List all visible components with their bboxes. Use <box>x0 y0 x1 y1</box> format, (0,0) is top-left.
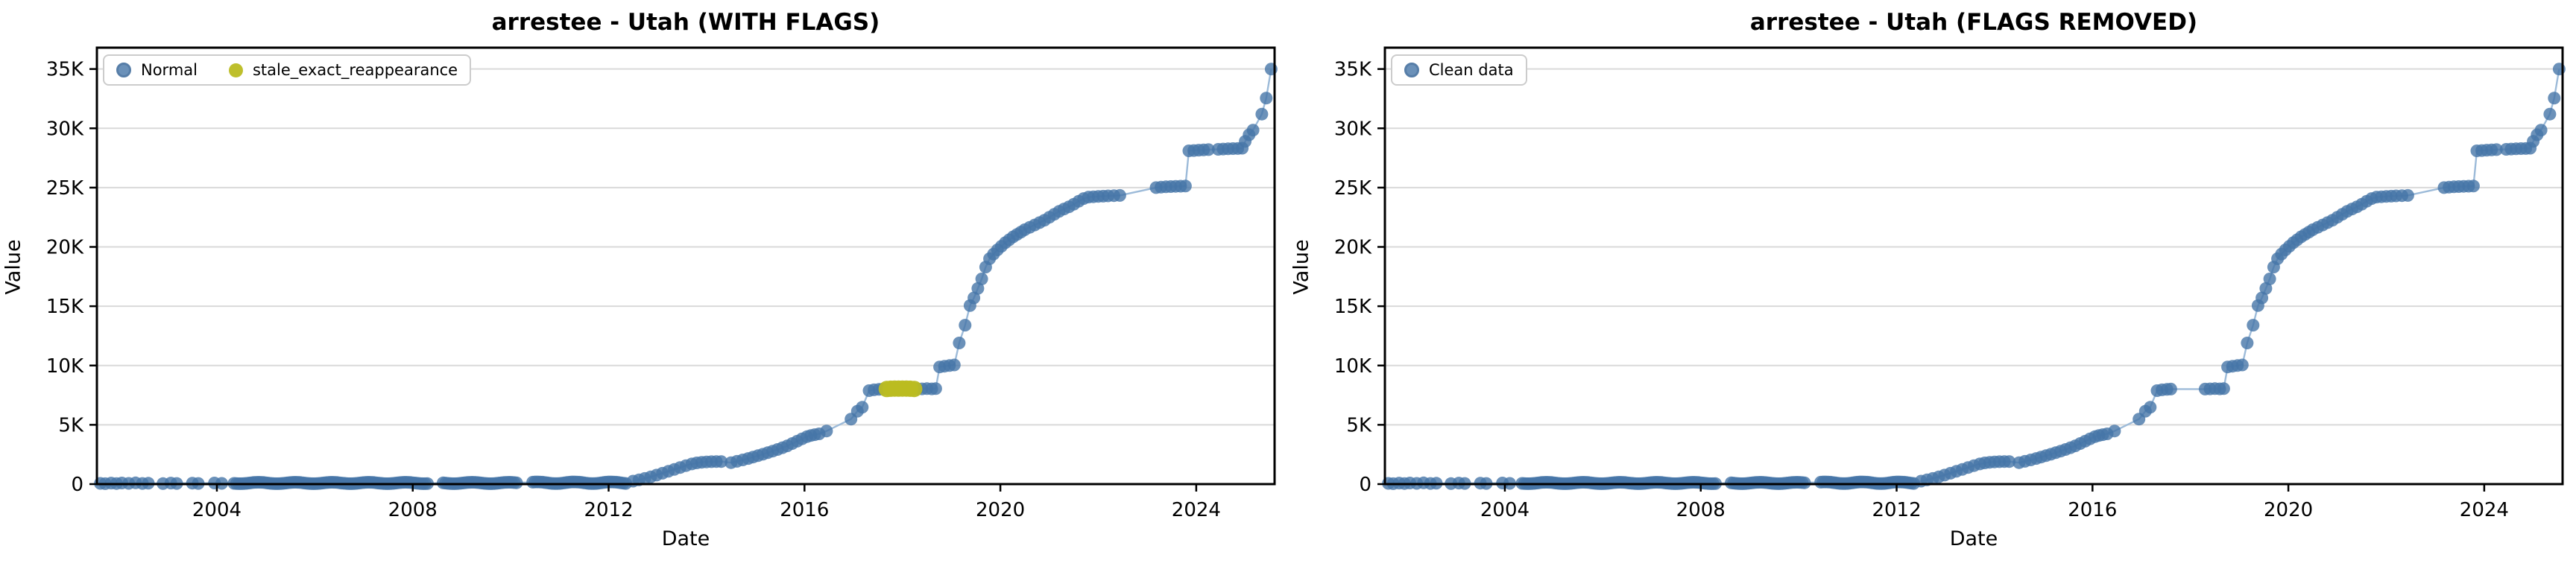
data-point <box>953 337 966 349</box>
data-point <box>2543 107 2557 121</box>
legend-item-flagged: stale_exact_reappearance <box>228 61 458 79</box>
data-point <box>967 291 981 305</box>
data-point <box>2490 143 2503 156</box>
data-point <box>1798 476 1811 489</box>
trend-line <box>100 69 1272 485</box>
y-tick-label: 10K <box>1334 355 1372 378</box>
y-tick-label: 35K <box>46 59 84 81</box>
x-tick-label: 2004 <box>1480 499 1530 521</box>
plot-area-with-flags: 2004 2008 2012 2016 2020 2024 0 5K 10K 15K 20K 25K 3… <box>46 46 1278 521</box>
y-axis-label: Value <box>1289 239 1313 295</box>
x-tick-label: 2020 <box>976 499 1025 521</box>
data-point <box>2255 291 2269 305</box>
y-tick-label: 10K <box>46 355 84 378</box>
y-axis-label: Value <box>1 239 25 295</box>
data-point <box>715 455 728 468</box>
x-tick-label: 2020 <box>2264 499 2313 521</box>
y-tick-label: 20K <box>46 237 84 259</box>
data-point <box>2259 282 2273 295</box>
data-point <box>2241 337 2254 349</box>
data-point <box>2466 179 2480 193</box>
data-point <box>2164 382 2177 395</box>
chart-flags-removed: 2004 2008 2012 2016 2020 2024 0 5K 10K 15K 20K 25K 3… <box>1288 0 2576 572</box>
y-tick-label: 0 <box>1359 474 1371 496</box>
x-tick-label: 2024 <box>2460 499 2509 521</box>
data-point <box>1178 179 1192 193</box>
data-point <box>856 401 869 414</box>
data-point <box>1202 143 1215 156</box>
x-tick-label: 2016 <box>780 499 829 521</box>
data-point <box>2144 401 2157 414</box>
chart-title-with-flags: arrestee - Utah (WITH FLAGS) <box>491 9 880 36</box>
y-tick-label: 0 <box>71 474 83 496</box>
normal-point-swatch-icon <box>116 63 131 77</box>
y-tick-label: 15K <box>1334 296 1372 318</box>
data-point <box>2548 92 2561 105</box>
data-point <box>2534 124 2548 137</box>
plot-spine <box>95 46 1276 486</box>
x-axis-label: Date <box>1949 527 1998 550</box>
data-point <box>510 476 523 489</box>
chart-with-flags: 2004 2008 2012 2016 2020 2024 0 5K 10K 15K 20K 25K 3… <box>1 9 1278 550</box>
x-tick-label: 2016 <box>2068 499 2117 521</box>
x-tick-label: 2008 <box>388 499 438 521</box>
legend-flags-removed: Clean data <box>1391 54 1527 86</box>
data-point <box>929 382 942 395</box>
y-tick-label: 35K <box>1334 59 1372 81</box>
legend-item-normal: Normal <box>116 61 198 79</box>
x-tick-label: 2008 <box>1676 499 1726 521</box>
flagged-point-swatch-icon <box>228 63 243 77</box>
data-point <box>1113 188 1126 202</box>
flagged-point <box>906 381 923 398</box>
x-tick-label: 2012 <box>584 499 633 521</box>
data-point <box>1246 124 1260 137</box>
y-tick-label: 30K <box>1334 118 1372 140</box>
plot-area-flags-removed: 2004 2008 2012 2016 2020 2024 0 5K 10K 15K 20K 25K 3… <box>1334 46 2566 521</box>
plot-spine <box>1383 46 2564 486</box>
data-point <box>2217 382 2230 395</box>
trend-line <box>1388 69 2560 485</box>
x-tick-label: 2024 <box>1172 499 1221 521</box>
data-point <box>947 358 961 372</box>
data-point <box>1255 107 1269 121</box>
legend-label-flagged: stale_exact_reappearance <box>252 61 458 79</box>
y-tick-label: 5K <box>58 414 84 436</box>
data-point <box>2263 273 2276 285</box>
data-point <box>820 425 833 438</box>
legend-item-clean: Clean data <box>1404 61 1514 79</box>
data-point <box>1260 92 1273 105</box>
legend-label-normal: Normal <box>141 61 198 79</box>
data-point <box>2108 425 2121 438</box>
data-point <box>2247 319 2260 332</box>
chart-title-flags-removed: arrestee - Utah (FLAGS REMOVED) <box>1749 9 2198 36</box>
y-tick-label: 20K <box>1334 237 1372 259</box>
x-tick-label: 2012 <box>1872 499 1921 521</box>
legend-label-clean: Clean data <box>1429 61 1514 79</box>
legend-with-flags: Normal stale_exact_reappearance <box>103 54 472 86</box>
data-point <box>975 273 988 285</box>
y-tick-label: 30K <box>46 118 84 140</box>
y-tick-label: 25K <box>46 177 84 200</box>
data-point <box>2003 455 2016 468</box>
x-tick-label: 2004 <box>192 499 242 521</box>
data-point <box>2235 358 2249 372</box>
data-point <box>971 282 985 295</box>
x-axis-label: Date <box>661 527 710 550</box>
y-tick-label: 5K <box>1346 414 1372 436</box>
data-point <box>2401 188 2414 202</box>
normal-point-swatch-icon <box>1404 63 1419 77</box>
y-tick-label: 15K <box>46 296 84 318</box>
data-point <box>959 319 972 332</box>
y-tick-label: 25K <box>1334 177 1372 200</box>
